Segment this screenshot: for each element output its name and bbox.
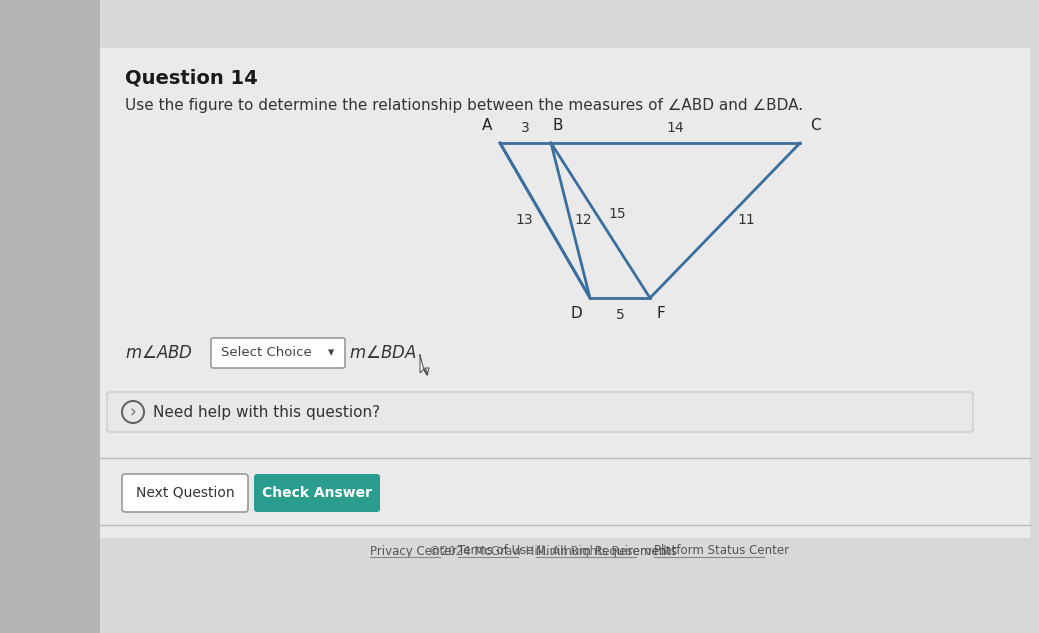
Text: $m\angle BDA$: $m\angle BDA$ bbox=[349, 344, 417, 362]
Text: Privacy Center: Privacy Center bbox=[370, 544, 456, 558]
Text: Next Question: Next Question bbox=[136, 486, 235, 500]
FancyBboxPatch shape bbox=[107, 392, 973, 432]
Text: $m\angle ABD$: $m\angle ABD$ bbox=[125, 344, 193, 362]
Text: 11: 11 bbox=[737, 213, 754, 227]
FancyBboxPatch shape bbox=[100, 0, 1039, 633]
Text: 12: 12 bbox=[575, 213, 592, 227]
FancyBboxPatch shape bbox=[211, 338, 345, 368]
Text: Platform Status Center: Platform Status Center bbox=[654, 544, 790, 558]
Text: 14: 14 bbox=[667, 121, 685, 135]
Text: ›: › bbox=[130, 403, 136, 421]
Text: Use the figure to determine the relationship between the measures of ∠ABD and ∠B: Use the figure to determine the relation… bbox=[125, 98, 803, 113]
Text: 15: 15 bbox=[609, 208, 627, 222]
Text: F: F bbox=[656, 306, 665, 321]
FancyBboxPatch shape bbox=[0, 0, 100, 633]
Text: D: D bbox=[570, 306, 582, 321]
Text: B: B bbox=[553, 118, 563, 133]
Text: Terms of Use: Terms of Use bbox=[458, 544, 533, 558]
Text: Check Answer: Check Answer bbox=[262, 486, 372, 500]
Text: C: C bbox=[810, 118, 821, 133]
FancyBboxPatch shape bbox=[100, 48, 1030, 538]
Text: Minimum Requirements: Minimum Requirements bbox=[536, 544, 677, 558]
FancyBboxPatch shape bbox=[254, 474, 380, 512]
FancyBboxPatch shape bbox=[122, 474, 248, 512]
Text: Select Choice: Select Choice bbox=[221, 346, 312, 360]
Text: 13: 13 bbox=[515, 213, 533, 227]
Text: ©2024 McGraw Hill. All Rights Reserved.: ©2024 McGraw Hill. All Rights Reserved. bbox=[429, 544, 671, 558]
Text: Question 14: Question 14 bbox=[125, 68, 258, 87]
Text: Need help with this question?: Need help with this question? bbox=[153, 404, 380, 420]
Text: A: A bbox=[482, 118, 492, 133]
Text: ▾: ▾ bbox=[328, 346, 335, 360]
Polygon shape bbox=[420, 355, 429, 375]
Text: 3: 3 bbox=[522, 121, 530, 135]
Text: 5: 5 bbox=[616, 308, 624, 322]
